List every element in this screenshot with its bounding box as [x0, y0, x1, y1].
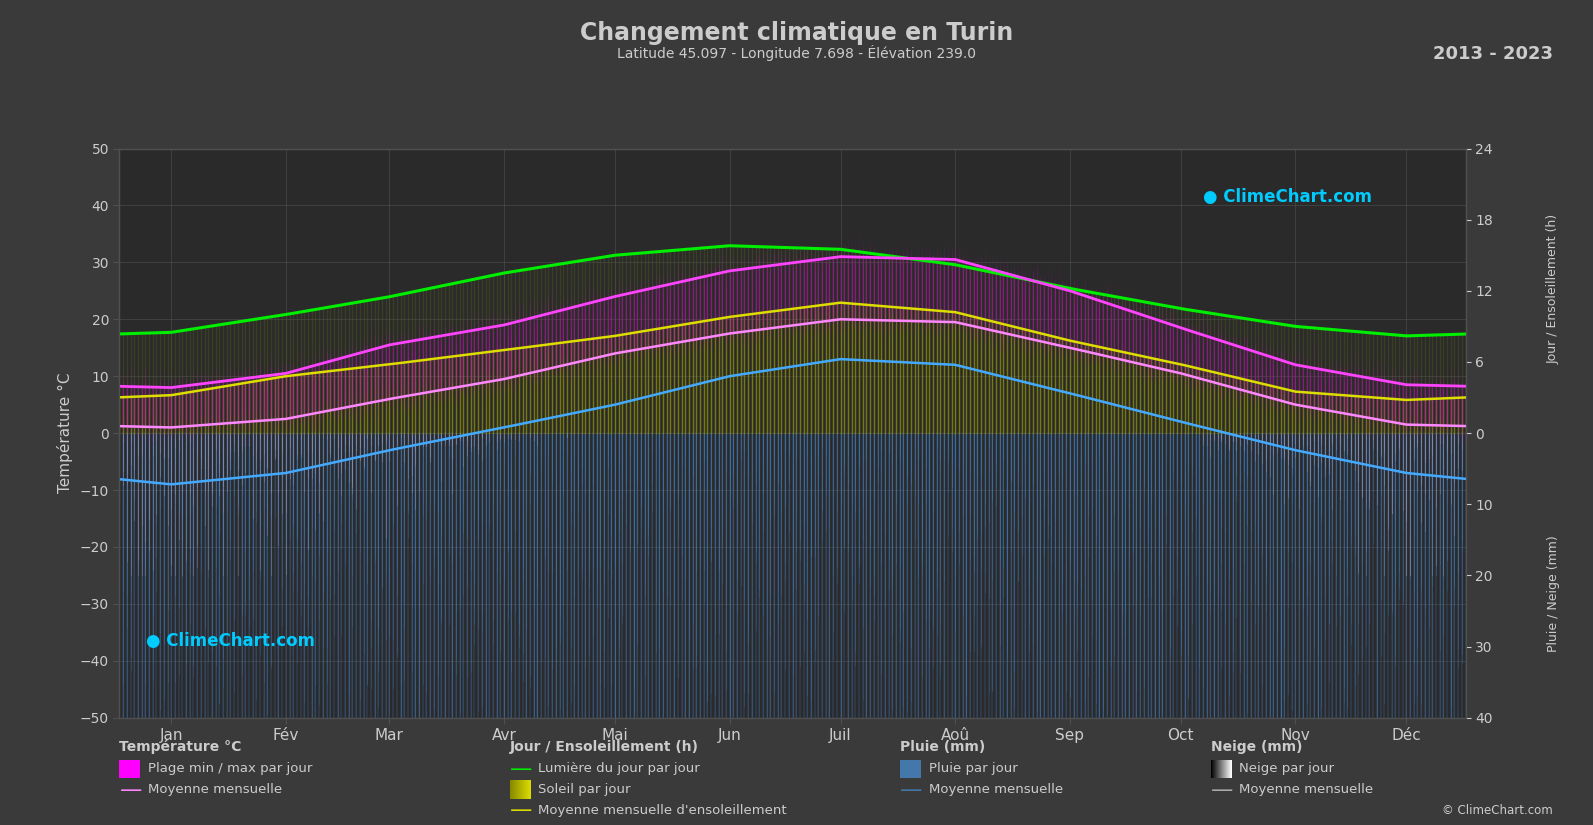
Text: ● ClimeChart.com: ● ClimeChart.com — [147, 632, 315, 650]
Text: ● ClimeChart.com: ● ClimeChart.com — [1203, 188, 1372, 206]
Text: Latitude 45.097 - Longitude 7.698 - Élévation 239.0: Latitude 45.097 - Longitude 7.698 - Élév… — [616, 45, 977, 61]
Text: Moyenne mensuelle: Moyenne mensuelle — [148, 783, 282, 796]
Text: Soleil par jour: Soleil par jour — [538, 783, 631, 796]
Text: © ClimeChart.com: © ClimeChart.com — [1442, 804, 1553, 817]
Text: Moyenne mensuelle d'ensoleillement: Moyenne mensuelle d'ensoleillement — [538, 804, 787, 817]
Text: Pluie (mm): Pluie (mm) — [900, 740, 986, 753]
Text: Neige par jour: Neige par jour — [1239, 762, 1335, 776]
Text: —: — — [1211, 780, 1233, 799]
Text: 2013 - 2023: 2013 - 2023 — [1434, 45, 1553, 64]
Text: Changement climatique en Turin: Changement climatique en Turin — [580, 21, 1013, 45]
Text: Jour / Ensoleillement (h): Jour / Ensoleillement (h) — [1547, 214, 1560, 364]
Text: Pluie / Neige (mm): Pluie / Neige (mm) — [1547, 535, 1560, 653]
Text: —: — — [900, 780, 922, 799]
Text: Moyenne mensuelle: Moyenne mensuelle — [929, 783, 1063, 796]
Text: Moyenne mensuelle: Moyenne mensuelle — [1239, 783, 1373, 796]
Text: —: — — [510, 759, 532, 779]
Y-axis label: Température °C: Température °C — [57, 373, 73, 493]
Text: Pluie par jour: Pluie par jour — [929, 762, 1018, 776]
Text: Température °C: Température °C — [119, 739, 242, 754]
Text: Jour / Ensoleillement (h): Jour / Ensoleillement (h) — [510, 740, 699, 753]
Text: —: — — [119, 780, 142, 799]
Text: Neige (mm): Neige (mm) — [1211, 740, 1301, 753]
Text: Lumière du jour par jour: Lumière du jour par jour — [538, 762, 701, 776]
Text: —: — — [510, 800, 532, 820]
Text: Plage min / max par jour: Plage min / max par jour — [148, 762, 312, 776]
